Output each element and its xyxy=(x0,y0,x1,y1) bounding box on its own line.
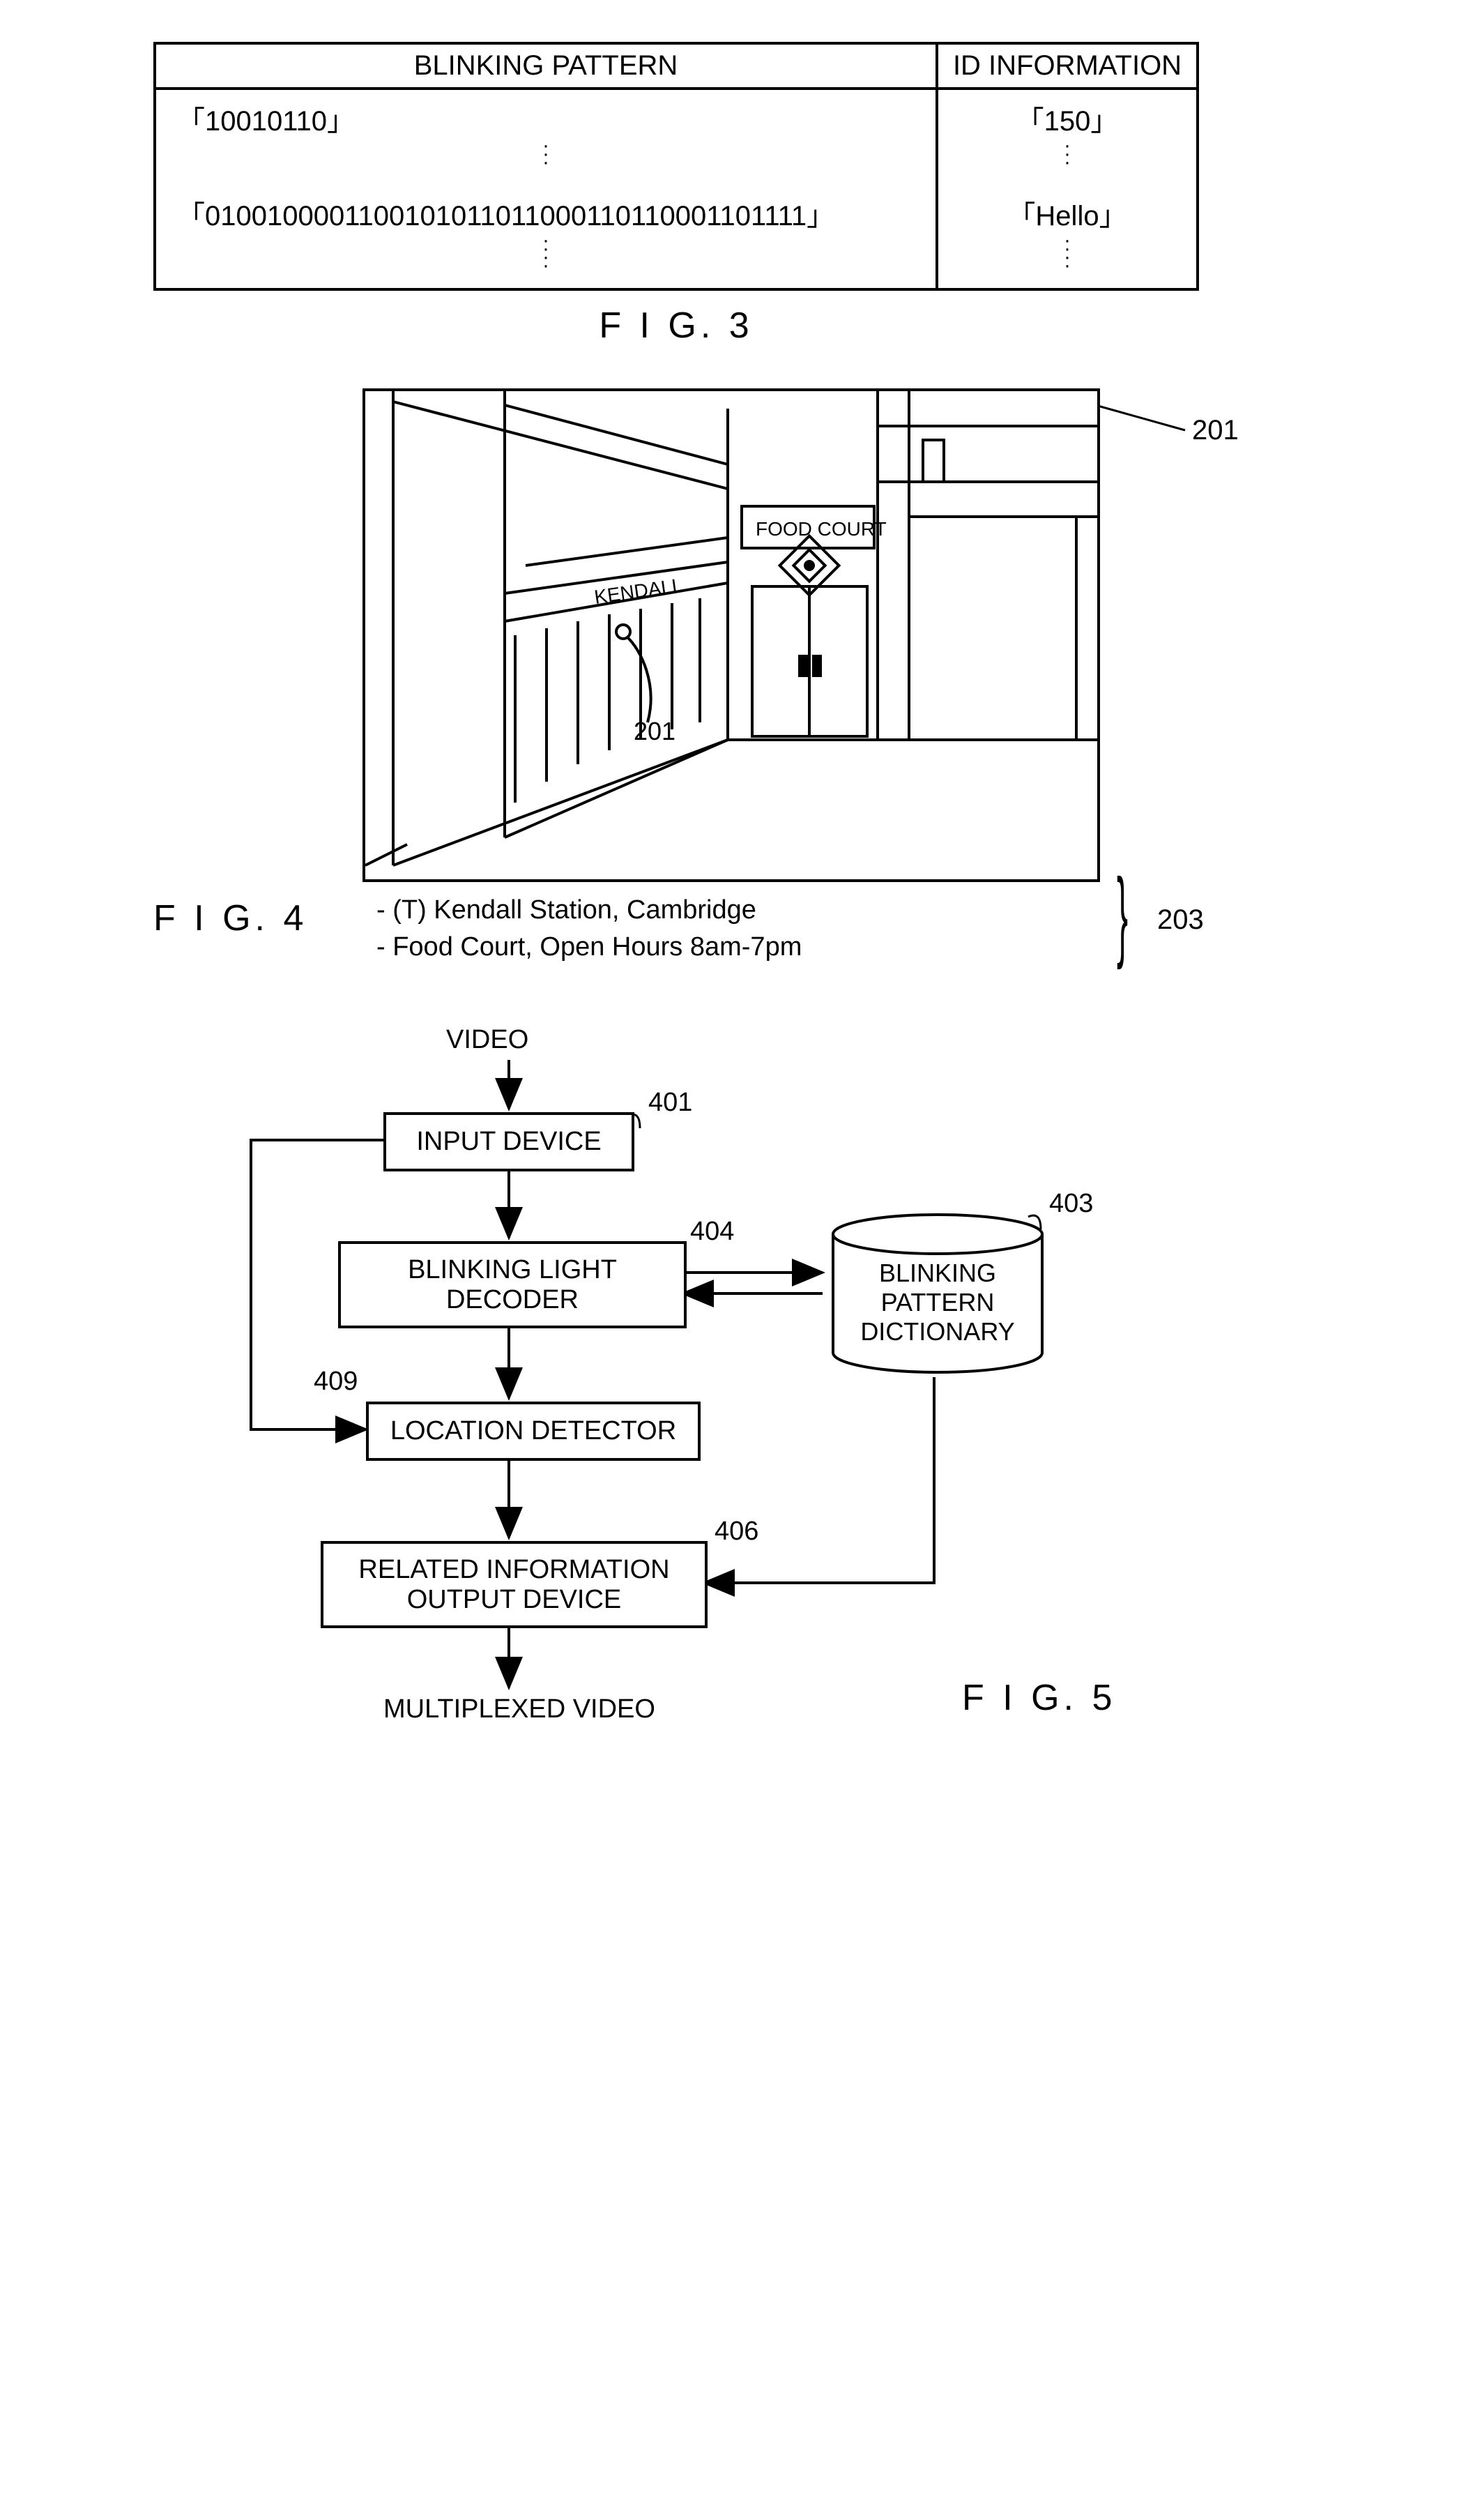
ref-409: 409 xyxy=(314,1367,358,1397)
multiplexed-label: MULTIPLEXED VIDEO xyxy=(383,1694,655,1724)
ref-203: 203 xyxy=(1157,904,1204,936)
id-text: 「Hello」 xyxy=(959,193,1175,234)
box-input-device: INPUT DEVICE xyxy=(383,1112,634,1171)
ref-403: 403 xyxy=(1049,1189,1093,1219)
ref-406: 406 xyxy=(715,1517,758,1547)
fig5-arrows xyxy=(209,1022,1324,1928)
fig3-row1-pattern: 「10010110」 ··· xyxy=(155,89,937,185)
box-location-detector: LOCATION DETECTOR xyxy=(366,1402,701,1461)
fig3-label: F I G. 3 xyxy=(153,305,1199,347)
ref-404: 404 xyxy=(690,1217,734,1247)
cylinder-dictionary: BLINKING PATTERN DICTIONARY xyxy=(826,1210,1049,1377)
fig3-header-id: ID INFORMATION xyxy=(937,43,1198,89)
fig5-label: F I G. 5 xyxy=(962,1677,1116,1719)
food-court-sign: FOOD COURT xyxy=(756,518,887,540)
box-text: LOCATION DETECTOR xyxy=(390,1416,676,1446)
fig4-label: F I G. 4 xyxy=(153,897,307,939)
ref-401: 401 xyxy=(648,1088,692,1118)
vdots-icon: ··· xyxy=(177,139,915,176)
pattern-text: 「010010000110010101101100011011000110111… xyxy=(177,193,915,234)
box-text: INPUT DEVICE xyxy=(416,1127,601,1157)
fig3-table: BLINKING PATTERN ID INFORMATION 「1001011… xyxy=(153,42,1199,291)
fig5-container: VIDEO INPUT DEVICE 401 BLINKING LIGHT DE… xyxy=(209,1022,1324,1928)
box-text: BLINKING LIGHT DECODER xyxy=(408,1255,617,1315)
fig4-container: KENDALL FOOD COURT 201 201 - (T) Kendall… xyxy=(362,388,1338,966)
fig3-row2-id: 「Hello」 ···· xyxy=(937,185,1198,289)
video-in-label: VIDEO xyxy=(446,1025,528,1055)
id-text: 「150」 xyxy=(959,98,1175,139)
box-output-device: RELATED INFORMATION OUTPUT DEVICE xyxy=(321,1541,708,1628)
scene-frame: KENDALL FOOD COURT 201 xyxy=(362,388,1100,882)
vdots-icon: ···· xyxy=(959,234,1175,280)
fig3-row1-id: 「150」 ··· xyxy=(937,89,1198,185)
ref-201-inner: 201 xyxy=(634,717,675,745)
cylinder-text: BLINKING PATTERN DICTIONARY xyxy=(826,1259,1049,1346)
scene-drawing: KENDALL FOOD COURT 201 xyxy=(365,391,1097,879)
vdots-icon: ···· xyxy=(177,234,915,280)
fig3-row2-pattern: 「010010000110010101101100011011000110111… xyxy=(155,185,937,289)
ref-201: 201 xyxy=(1192,415,1239,446)
fig3-header-pattern: BLINKING PATTERN xyxy=(155,43,937,89)
pattern-text: 「10010110」 xyxy=(177,98,915,139)
box-decoder: BLINKING LIGHT DECODER xyxy=(338,1241,687,1328)
vdots-icon: ··· xyxy=(959,139,1175,176)
box-text: RELATED INFORMATION OUTPUT DEVICE xyxy=(358,1555,669,1615)
brace-icon: } xyxy=(1117,856,1128,972)
